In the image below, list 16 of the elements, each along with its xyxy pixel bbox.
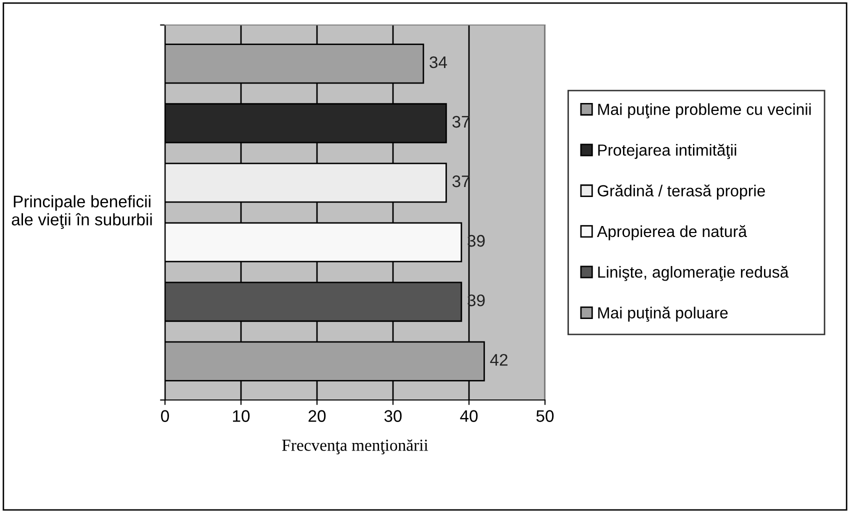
x-axis-title: Frecvenţa menţionării	[282, 439, 428, 454]
legend-label: Mai puţină poluare	[598, 306, 728, 322]
x-tick-label: 50	[536, 410, 554, 422]
y-axis-title: Principale beneficii ale vieţii în suburbii	[12, 195, 152, 229]
legend-label: Grădină / terasă proprie	[598, 184, 765, 200]
data-label: 34	[430, 56, 448, 68]
x-tick-label: 40	[460, 410, 478, 422]
x-tick-label: 0	[161, 410, 169, 422]
legend-label: Protejarea intimităţii	[598, 144, 736, 159]
legend-label: Apropierea de natură	[596, 225, 747, 240]
x-tick-label: 10	[233, 410, 250, 422]
legend-label: Linişte, aglomeraţie redusă	[598, 266, 789, 281]
x-tick-label: 30	[384, 410, 402, 422]
x-tick-label: 20	[308, 410, 326, 422]
legend-label: Mai puţine probleme cu vecinii	[598, 103, 811, 118]
data-label: 42	[490, 354, 508, 366]
